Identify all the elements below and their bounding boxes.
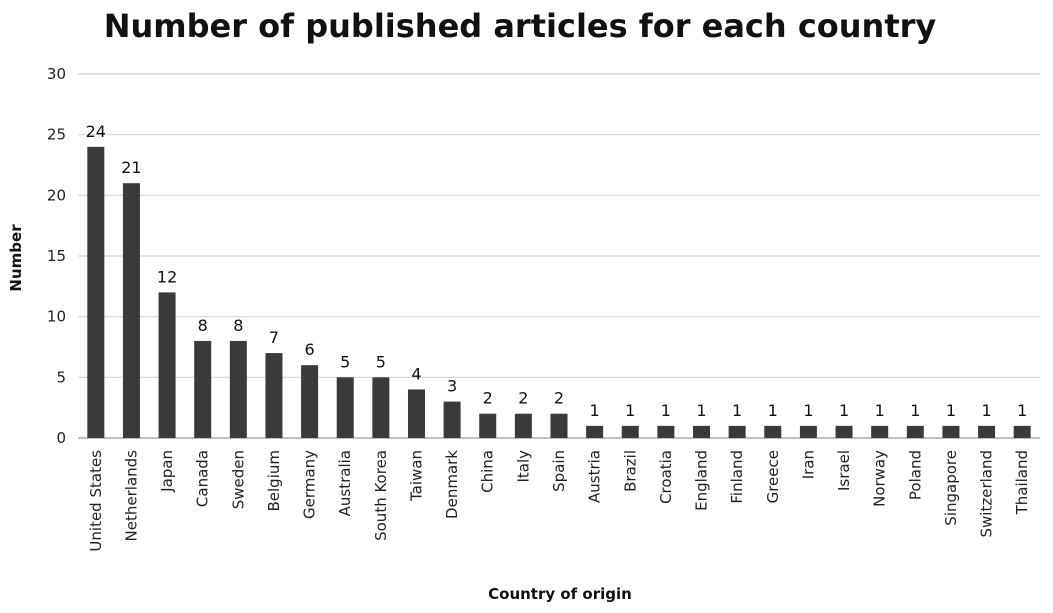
x-tick-label: South Korea [372, 450, 390, 541]
y-tick-label: 15 [47, 247, 66, 265]
bar [799, 425, 817, 438]
data-label: 1 [696, 401, 706, 420]
bar [835, 425, 853, 438]
x-tick-label: Singapore [942, 450, 960, 526]
bar [621, 425, 639, 438]
bar [87, 146, 105, 439]
data-label: 1 [910, 401, 920, 420]
x-tick-label: Belgium [265, 450, 283, 512]
x-tick-label: Australia [336, 450, 354, 516]
data-label: 8 [233, 316, 243, 335]
y-tick-label: 25 [47, 126, 66, 144]
data-label: 4 [411, 364, 421, 383]
x-tick-label: Thailand [1013, 450, 1031, 515]
bar [265, 353, 283, 438]
data-label: 1 [1017, 401, 1027, 420]
x-tick-label: Greece [764, 450, 782, 503]
bar [550, 413, 568, 438]
data-label: 21 [121, 158, 141, 177]
bar [229, 340, 247, 438]
data-label: 1 [732, 401, 742, 420]
data-label: 12 [157, 267, 177, 286]
x-tick-label: England [693, 450, 711, 511]
bar [158, 292, 176, 438]
gridlines [78, 73, 1040, 439]
y-tick-label: 0 [56, 429, 66, 447]
y-axis-ticks: 0 5 10 15 20 25 30 [47, 65, 66, 447]
x-tick-label: Denmark [443, 450, 461, 519]
bar [372, 377, 390, 438]
x-tick-label: Italy [514, 450, 532, 483]
x-tick-label: Austria [586, 450, 604, 503]
x-tick-label: United States [87, 450, 105, 552]
bar [479, 413, 497, 438]
x-tick-label: Taiwan [407, 450, 425, 502]
x-tick-label: China [479, 450, 497, 493]
data-label: 24 [86, 122, 106, 141]
x-tick-label: Brazil [621, 450, 639, 492]
x-tick-label: Poland [906, 450, 924, 500]
bar [978, 425, 996, 438]
data-label: 1 [590, 401, 600, 420]
x-tick-label: Finland [728, 450, 746, 504]
data-label: 2 [483, 389, 493, 408]
bar [906, 425, 924, 438]
data-label: 6 [304, 340, 314, 359]
x-axis-title: Country of origin [488, 585, 632, 603]
data-label: 1 [768, 401, 778, 420]
bar [301, 365, 319, 438]
data-label: 1 [946, 401, 956, 420]
bar [443, 401, 461, 438]
data-label: 7 [269, 328, 279, 347]
data-label: 1 [875, 401, 885, 420]
bar [407, 389, 425, 438]
x-axis-categories: United States Netherlands Japan Canada Swede… [87, 450, 1031, 552]
bar [871, 425, 889, 438]
x-tick-label: Spain [550, 450, 568, 492]
bar [194, 340, 212, 438]
bar [942, 425, 960, 438]
bar [657, 425, 675, 438]
bar [1013, 425, 1031, 438]
x-tick-label: Netherlands [122, 450, 140, 542]
x-tick-label: Croatia [657, 450, 675, 504]
bar [336, 377, 354, 438]
data-label: 8 [198, 316, 208, 335]
chart-title: Number of published articles for each co… [104, 7, 937, 45]
data-label: 1 [803, 401, 813, 420]
data-label: 1 [839, 401, 849, 420]
x-tick-label: Israel [835, 450, 853, 491]
x-tick-label: Iran [799, 450, 817, 479]
data-label: 1 [661, 401, 671, 420]
bar [586, 425, 604, 438]
bar [514, 413, 532, 438]
data-label: 3 [447, 377, 457, 396]
data-label: 1 [625, 401, 635, 420]
bars [87, 146, 1031, 439]
y-tick-label: 5 [56, 368, 66, 386]
y-axis-title: Number [7, 224, 25, 292]
x-tick-label: Japan [158, 450, 176, 493]
bar [693, 425, 711, 438]
data-label: 2 [518, 389, 528, 408]
x-tick-label: Switzerland [978, 450, 996, 538]
x-tick-label: Canada [194, 450, 212, 507]
x-tick-label: Sweden [229, 450, 247, 509]
bar [122, 183, 140, 438]
bar [728, 425, 746, 438]
y-tick-label: 20 [47, 186, 66, 204]
data-label: 1 [981, 401, 991, 420]
y-tick-label: 10 [47, 308, 66, 326]
data-label: 5 [376, 352, 386, 371]
y-tick-label: 30 [47, 65, 66, 83]
x-tick-label: Germany [301, 450, 319, 519]
bar [764, 425, 782, 438]
data-label: 2 [554, 389, 564, 408]
x-tick-label: Norway [871, 450, 889, 507]
data-label: 5 [340, 352, 350, 371]
